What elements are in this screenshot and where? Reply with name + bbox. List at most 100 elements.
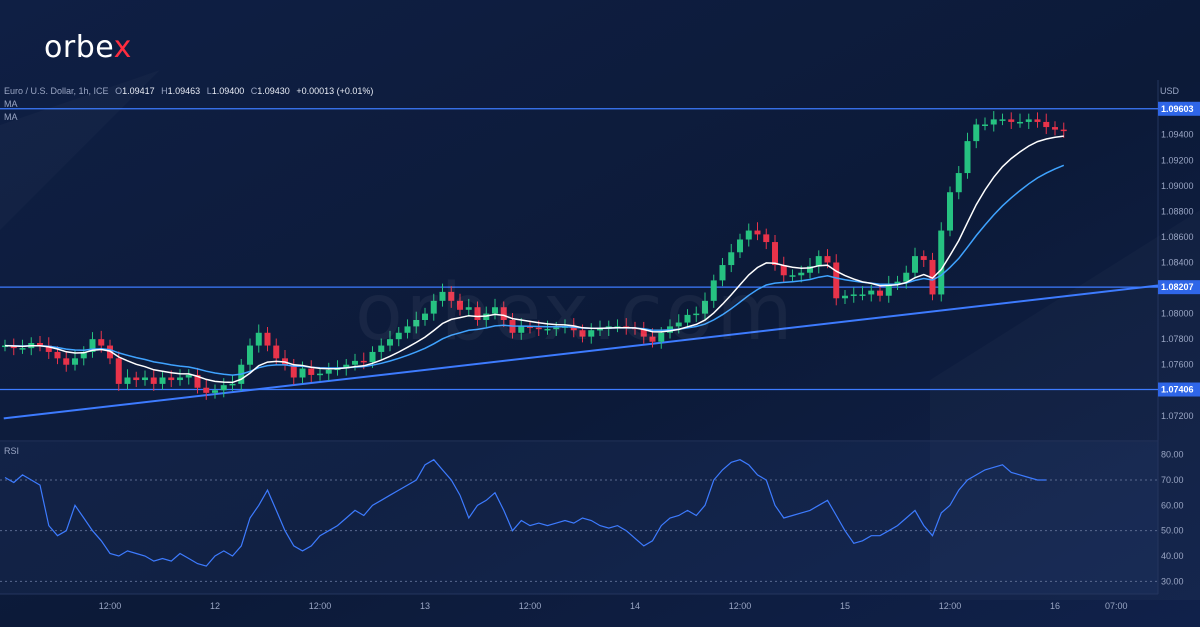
candle-body[interactable] <box>10 345 17 349</box>
candle-body[interactable] <box>964 141 971 174</box>
candle-body[interactable] <box>159 377 166 384</box>
candle-body[interactable] <box>728 252 735 266</box>
candle-body[interactable] <box>675 322 682 327</box>
candle-body[interactable] <box>702 300 708 314</box>
candle-body[interactable] <box>448 291 455 301</box>
candle-body[interactable] <box>877 290 883 296</box>
candle-body[interactable] <box>570 326 577 331</box>
candle-body[interactable] <box>754 230 761 235</box>
candle-body[interactable] <box>465 307 472 310</box>
candle-body[interactable] <box>789 275 796 277</box>
candle-body[interactable] <box>982 124 988 127</box>
candle-body[interactable] <box>124 377 131 384</box>
candle-body[interactable] <box>842 295 848 299</box>
candle-body[interactable] <box>378 345 385 352</box>
candle-body[interactable] <box>912 256 918 273</box>
candle-body[interactable] <box>430 300 437 314</box>
candle-body[interactable] <box>422 313 428 320</box>
candle-body[interactable] <box>868 290 875 295</box>
candle-body[interactable] <box>579 330 586 337</box>
candle-body[interactable] <box>588 330 595 337</box>
candle-body[interactable] <box>177 377 183 381</box>
candle-body[interactable] <box>807 266 813 273</box>
ma-fast-line[interactable] <box>4 135 1064 384</box>
candle-body[interactable] <box>553 327 560 330</box>
candle-body[interactable] <box>833 262 840 299</box>
candle-body[interactable] <box>815 256 822 267</box>
candle-body[interactable] <box>693 313 700 316</box>
candle-body[interactable] <box>492 307 498 314</box>
candle-body[interactable] <box>247 345 253 365</box>
candle-body[interactable] <box>299 368 306 378</box>
candle-body[interactable] <box>185 374 192 378</box>
candle-body[interactable] <box>80 351 87 359</box>
candle-body[interactable] <box>194 374 201 388</box>
candle-body[interactable] <box>850 294 857 296</box>
candle-body[interactable] <box>640 328 647 337</box>
candle-body[interactable] <box>1043 121 1050 128</box>
candle-body[interactable] <box>903 272 910 282</box>
candle-body[interactable] <box>150 377 157 384</box>
candle-body[interactable] <box>597 328 603 331</box>
candle-body[interactable] <box>19 348 26 350</box>
candle-body[interactable] <box>395 332 402 340</box>
candle-body[interactable] <box>885 284 892 296</box>
ma-fast-label[interactable]: MA <box>4 99 18 109</box>
candle-body[interactable] <box>352 360 358 365</box>
rsi-label[interactable]: RSI <box>4 446 20 456</box>
candle-body[interactable] <box>142 377 148 381</box>
candle-body[interactable] <box>955 173 962 193</box>
candle-body[interactable] <box>229 383 236 386</box>
rsi-line[interactable] <box>4 458 1047 567</box>
candle-body[interactable] <box>369 351 376 363</box>
ma-slow-label[interactable]: MA <box>4 112 18 122</box>
candle-body[interactable] <box>1008 119 1015 122</box>
candle-body[interactable] <box>220 385 227 391</box>
candle-body[interactable] <box>500 307 507 320</box>
candle-body[interactable] <box>894 281 901 285</box>
candle-body[interactable] <box>1052 127 1058 130</box>
candle-body[interactable] <box>264 332 271 346</box>
brand-logo[interactable]: orbex <box>44 30 132 65</box>
candle-body[interactable] <box>544 328 551 331</box>
candle-body[interactable] <box>1017 121 1023 124</box>
candle-body[interactable] <box>308 368 315 375</box>
candle-body[interactable] <box>360 360 367 363</box>
candle-body[interactable] <box>710 280 717 301</box>
candle-body[interactable] <box>168 377 175 381</box>
ma-slow-line[interactable] <box>4 164 1065 376</box>
candle-body[interactable] <box>973 124 980 142</box>
candle-body[interactable] <box>737 239 743 253</box>
candle-body[interactable] <box>37 343 43 346</box>
candle-body[interactable] <box>325 369 332 374</box>
candle-body[interactable] <box>115 358 122 384</box>
candle-body[interactable] <box>413 320 420 327</box>
candle-body[interactable] <box>518 326 525 333</box>
candle-body[interactable] <box>343 364 350 369</box>
candle-body[interactable] <box>920 256 927 260</box>
candle-body[interactable] <box>763 234 770 243</box>
candle-body[interactable] <box>457 300 463 310</box>
candle-body[interactable] <box>938 230 945 295</box>
trendline[interactable] <box>3 284 1159 420</box>
candle-body[interactable] <box>1025 119 1032 122</box>
candle-body[interactable] <box>54 351 61 359</box>
candle-body[interactable] <box>1034 119 1041 122</box>
candle-body[interactable] <box>824 256 831 263</box>
candle-body[interactable] <box>317 373 323 376</box>
candle-body[interactable] <box>212 390 218 393</box>
candle-body[interactable] <box>290 364 297 378</box>
candle-body[interactable] <box>684 314 691 323</box>
candle-body[interactable] <box>990 119 997 125</box>
candle-body[interactable] <box>1060 129 1067 132</box>
candle-body[interactable] <box>999 119 1006 121</box>
candle-body[interactable] <box>780 265 787 276</box>
candle-body[interactable] <box>63 358 70 365</box>
candle-body[interactable] <box>89 339 96 352</box>
candle-body[interactable] <box>439 291 446 301</box>
candle-body[interactable] <box>859 294 866 296</box>
candle-body[interactable] <box>45 345 52 352</box>
candle-body[interactable] <box>483 313 490 320</box>
candle-body[interactable] <box>947 192 953 231</box>
